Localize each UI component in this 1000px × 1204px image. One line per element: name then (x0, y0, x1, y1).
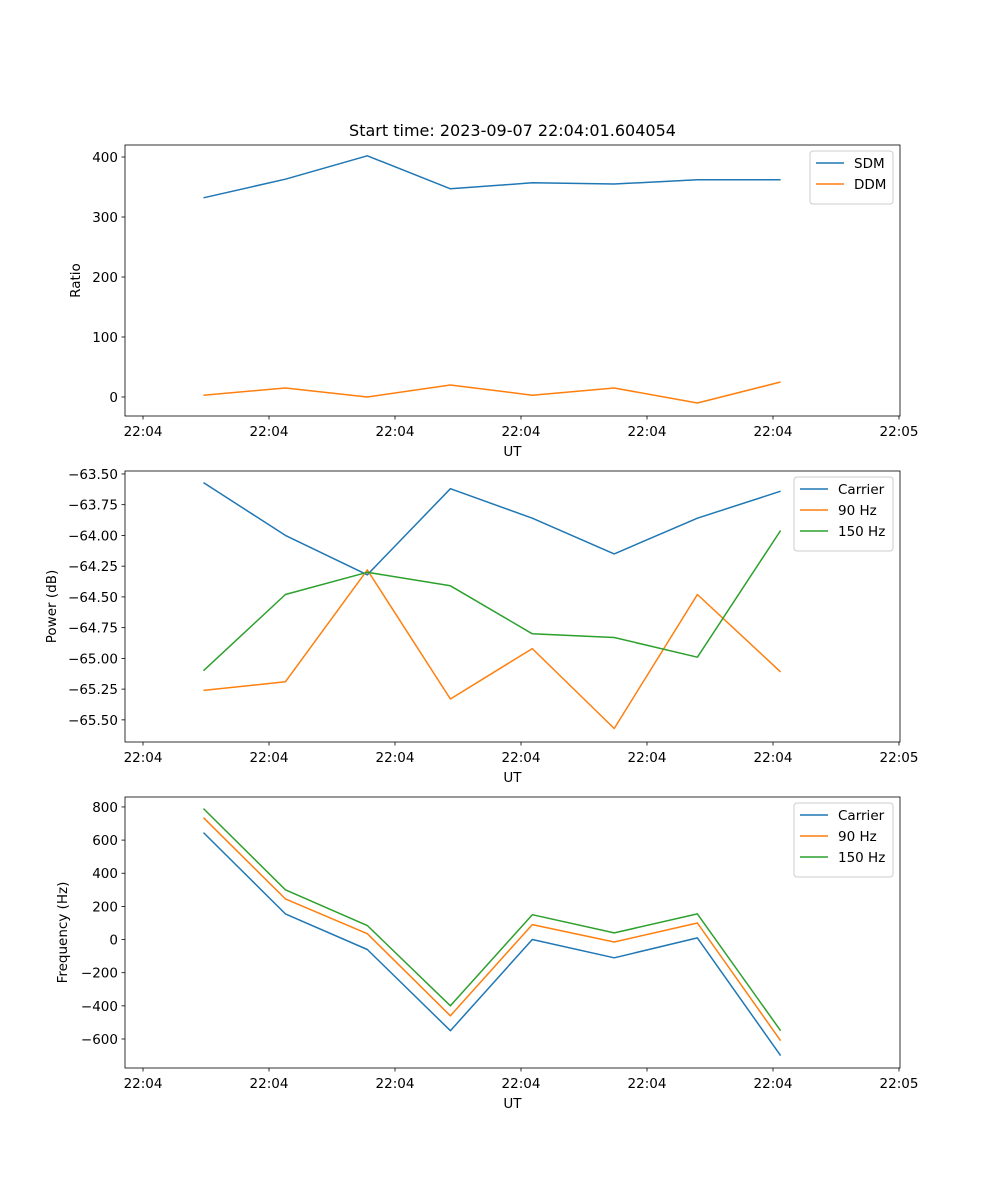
x-tick-label: 22:04 (250, 1076, 289, 1092)
y-tick-label: 300 (92, 210, 118, 226)
x-tick-label: 22:04 (754, 750, 793, 766)
series-line-90-hz (203, 569, 782, 730)
y-tick-label: −64.00 (68, 528, 118, 544)
y-tick-label: −65.50 (68, 713, 118, 729)
y-tick-label: −400 (81, 999, 118, 1015)
x-tick-label: 22:04 (502, 424, 541, 440)
x-tick-label: 22:04 (376, 424, 415, 440)
axes-frame (124, 796, 901, 1069)
legend-box (793, 802, 894, 878)
legend-label: DDM (854, 177, 886, 193)
legend: Carrier 90 Hz 150 Hz (793, 802, 894, 878)
x-axis-label: UT (503, 1096, 522, 1112)
x-tick-label: 22:05 (880, 424, 919, 440)
x-tick-label: 22:04 (754, 424, 793, 440)
series-line-150-hz (202, 808, 782, 1032)
y-tick-label: −600 (81, 1032, 118, 1048)
y-tick-label: −64.75 (68, 621, 118, 637)
x-tick-label: 22:05 (880, 750, 919, 766)
axes-frame (124, 470, 901, 743)
x-axis-label: UT (503, 770, 522, 786)
y-axis-label: Ratio (68, 263, 84, 298)
x-tick-label: 22:04 (124, 750, 163, 766)
x-axis-label: UT (503, 444, 522, 460)
x-tick-label: 22:04 (376, 1076, 415, 1092)
x-tick-label: 22:04 (628, 750, 667, 766)
x-tick-label: 22:04 (250, 750, 289, 766)
legend-label: SDM (854, 156, 885, 172)
x-tick-label: 22:05 (880, 1076, 919, 1092)
legend: SDM DDM (809, 150, 894, 205)
y-tick-label: −65.00 (68, 651, 118, 667)
y-tick-label: 600 (92, 833, 118, 849)
legend-label: 150 Hz (838, 850, 885, 866)
legend-label: Carrier (838, 482, 885, 498)
chart-title: Start time: 2023-09-07 22:04:01.604054 (349, 121, 676, 140)
y-tick-label: 0 (109, 933, 118, 949)
series-line-carrier (202, 832, 782, 1057)
x-tick-label: 22:04 (250, 424, 289, 440)
y-tick-label: −63.75 (68, 498, 118, 514)
y-tick-label: 200 (92, 270, 118, 286)
legend-label: 90 Hz (838, 503, 877, 519)
y-tick-label: −200 (81, 966, 118, 982)
x-tick-label: 22:04 (502, 1076, 541, 1092)
y-tick-label: −63.50 (68, 467, 118, 483)
legend-box (809, 150, 894, 205)
series-line-90-hz (202, 817, 782, 1042)
x-tick-label: 22:04 (124, 424, 163, 440)
legend-box (793, 476, 894, 552)
legend-label: 150 Hz (838, 524, 885, 540)
y-tick-label: 800 (92, 800, 118, 816)
axes-frame (124, 144, 901, 417)
series-line-150-hz (202, 530, 782, 672)
y-tick-label: 200 (92, 899, 118, 915)
y-tick-label: 100 (92, 330, 118, 346)
series-line-ddm (203, 381, 781, 404)
x-tick-label: 22:04 (628, 424, 667, 440)
y-tick-label: 0 (109, 390, 118, 406)
legend-label: Carrier (838, 808, 885, 824)
x-tick-label: 22:04 (124, 1076, 163, 1092)
x-tick-label: 22:04 (754, 1076, 793, 1092)
y-tick-label: −65.25 (68, 682, 118, 698)
legend: Carrier 90 Hz 150 Hz (793, 476, 894, 552)
series-line-carrier (203, 481, 781, 576)
series-line-sdm (203, 155, 781, 199)
x-tick-label: 22:04 (502, 750, 541, 766)
y-tick-label: 400 (92, 150, 118, 166)
y-axis-label: Frequency (Hz) (55, 882, 71, 984)
subplot-2: 22:04 22:04 22:04 22:04 22:04 22:04 22:05 −65.5… (44, 467, 918, 786)
legend-label: 90 Hz (838, 829, 877, 845)
y-axis-label: Power (dB) (44, 570, 60, 643)
x-tick-label: 22:04 (628, 1076, 667, 1092)
subplot-3: 22:04 22:04 22:04 22:04 22:04 22:04 22:05 −600 −… (55, 796, 919, 1112)
y-tick-label: −64.50 (68, 590, 118, 606)
x-tick-label: 22:04 (376, 750, 415, 766)
subplot-1: 22:04 22:04 22:04 22:04 22:04 22:04 22:05 0 100 2… (68, 121, 918, 460)
y-tick-label: 400 (92, 866, 118, 882)
y-tick-label: −64.25 (68, 559, 118, 575)
